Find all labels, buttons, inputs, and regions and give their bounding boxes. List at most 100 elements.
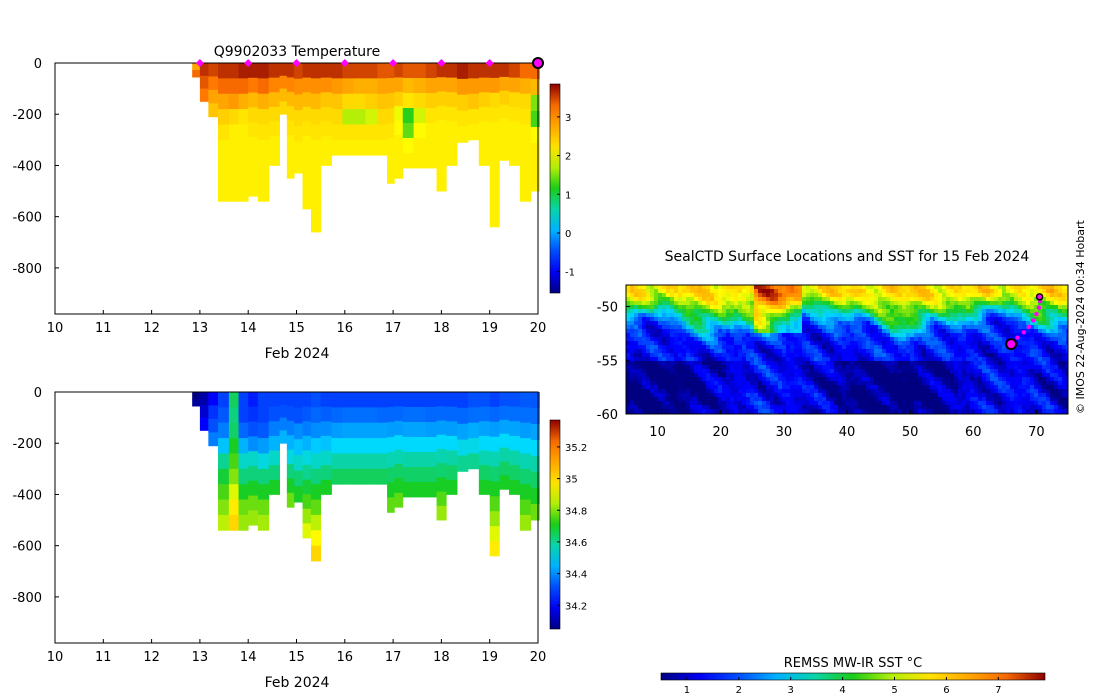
sst-cell [718, 301, 723, 306]
profile-cell [436, 477, 447, 492]
sst-cell [910, 293, 915, 298]
sst-cell [970, 401, 975, 406]
profile-cell [478, 106, 491, 122]
sst-cell [1018, 317, 1023, 322]
sst-cell [726, 293, 731, 298]
sst-cell [670, 393, 675, 398]
sst-cell [702, 357, 707, 362]
sst-cell [698, 373, 703, 378]
sst-cell [982, 301, 987, 306]
sst-cell [834, 389, 839, 394]
sst-cell [914, 289, 919, 294]
sst-cell [654, 349, 659, 354]
sst-cell [730, 349, 735, 354]
sst-cell [762, 365, 767, 370]
sst-cell [866, 409, 871, 414]
profile-cell [446, 150, 458, 166]
sst-cell [982, 297, 987, 302]
sst-cell [666, 337, 671, 342]
sst-cell [1014, 353, 1019, 358]
sst-cell [866, 341, 871, 346]
sst-cell [958, 369, 963, 374]
profile-cell [248, 451, 259, 467]
x-tick-label: 11 [95, 650, 112, 665]
profile-cell [310, 109, 322, 125]
sst-cell [782, 309, 787, 314]
sst-cell [922, 285, 927, 290]
sst-cell [1066, 289, 1068, 294]
sst-cell [702, 381, 707, 386]
profile-cell [425, 407, 437, 423]
sst-cell [966, 385, 971, 390]
sst-cell [1014, 297, 1019, 302]
sst-cell [994, 313, 999, 318]
sst-cell [1030, 289, 1035, 294]
sst-cell [714, 349, 719, 354]
sst-cell [850, 341, 855, 346]
sst-cell [1002, 337, 1007, 342]
salinity-profiles [192, 392, 540, 562]
sst-cell [782, 325, 787, 330]
sst-cell [1010, 365, 1015, 370]
sst-cell [634, 385, 639, 390]
sst-cell [682, 285, 687, 290]
sst-cell [706, 301, 711, 306]
sst-cell [1026, 305, 1031, 310]
sst-cell [902, 313, 907, 318]
sst-cell [706, 293, 711, 298]
sst-cell [654, 317, 659, 322]
sst-cell [662, 301, 667, 306]
profile-cell [279, 404, 288, 419]
sst-cell [666, 297, 671, 302]
sst-cell [766, 345, 771, 350]
profile-cell [248, 122, 259, 138]
sst-cell [646, 345, 651, 350]
sst-cell [914, 369, 919, 374]
profile-cell [238, 499, 249, 516]
sst-cell [934, 289, 939, 294]
sst-cell [990, 289, 995, 294]
sst-cell [930, 353, 935, 358]
sst-cell [806, 321, 811, 326]
sst-cell [978, 337, 983, 342]
sst-cell [898, 365, 903, 370]
sst-cell [990, 317, 995, 322]
sst-cell [906, 317, 911, 322]
profile-cell [457, 407, 469, 425]
sst-cell [742, 385, 747, 390]
sst-cell [970, 341, 975, 346]
sst-cell [654, 325, 659, 330]
sst-cell [1030, 353, 1035, 358]
sst-cell [662, 337, 667, 342]
profile-cell [436, 148, 447, 163]
sst-cell [1054, 305, 1059, 310]
sst-cell [982, 289, 987, 294]
sst-cell [894, 389, 899, 394]
sst-cell [1054, 381, 1059, 386]
sst-cell [830, 301, 835, 306]
sst-cell [882, 353, 887, 358]
profile-cell [228, 407, 239, 424]
sst-cell [1018, 297, 1023, 302]
sst-cell [694, 321, 699, 326]
sst-cell [814, 377, 819, 382]
sst-cell [974, 341, 979, 346]
sst-cell [1062, 305, 1067, 310]
sst-cell [906, 297, 911, 302]
sst-cell [1034, 345, 1039, 350]
sst-cell [858, 337, 863, 342]
sst-cell [646, 381, 651, 386]
sst-cell [994, 329, 999, 334]
sst-cell [990, 405, 995, 410]
sst-cell [914, 313, 919, 318]
sst-cell [938, 373, 943, 378]
sst-cell [782, 365, 787, 370]
sst-cell [890, 369, 895, 374]
sst-cell [702, 409, 707, 414]
sst-cell [966, 329, 971, 334]
sst-cell [982, 305, 987, 310]
sst-cell [670, 325, 675, 330]
sst-cell [1042, 353, 1047, 358]
sst-cell [678, 377, 683, 382]
profile-cell [199, 63, 209, 77]
